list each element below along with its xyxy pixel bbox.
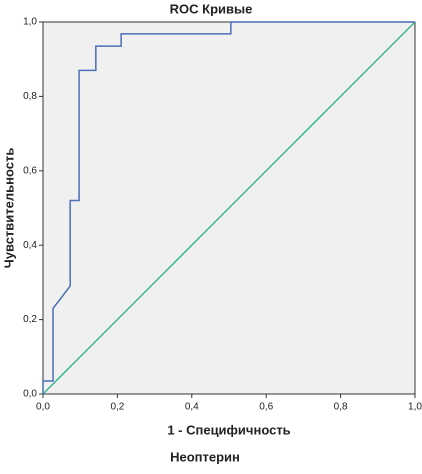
y-tick-label: 0,4: [23, 240, 37, 251]
x-tick-label: 0,8: [334, 402, 348, 413]
x-tick-label: 0,2: [110, 402, 124, 413]
y-tick-label: 0,0: [23, 389, 37, 400]
y-tick-label: 0,6: [23, 165, 37, 176]
y-axis-label: Чувствительность: [1, 148, 16, 269]
series-line: [42, 21, 416, 395]
y-tick-label: 1,0: [23, 17, 37, 28]
x-tick-label: 0,6: [259, 402, 273, 413]
x-tick-label: 0,0: [36, 402, 50, 413]
caption: Неоптерин: [170, 449, 240, 464]
x-axis-label: 1 - Специфичность: [167, 422, 290, 437]
series-line: [42, 21, 415, 394]
y-tick-label: 0,2: [23, 314, 37, 325]
x-tick-label: 1,0: [408, 402, 422, 413]
x-tick-label: 0,4: [185, 402, 199, 413]
chart-title: ROC Кривые: [170, 1, 253, 16]
y-tick-label: 0,8: [23, 91, 37, 102]
